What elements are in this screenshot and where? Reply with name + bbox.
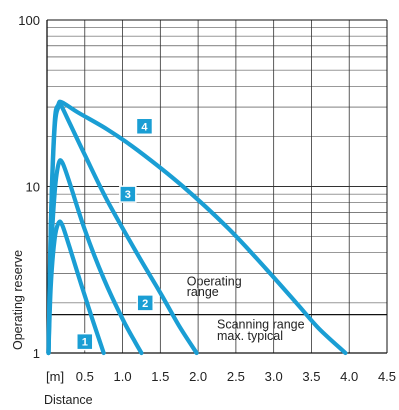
chart-series bbox=[46, 99, 348, 356]
y-tick-label: 1 bbox=[33, 346, 40, 361]
series-badge-number: 3 bbox=[125, 189, 131, 201]
y-tick-label: 100 bbox=[18, 13, 40, 28]
x-axis-title: Distance bbox=[44, 393, 93, 407]
series-badge-box bbox=[135, 117, 154, 136]
series-badge-box bbox=[136, 294, 154, 312]
series-badge-box bbox=[119, 185, 137, 203]
series-line-4 bbox=[46, 99, 348, 356]
chart-grid bbox=[47, 20, 388, 353]
x-tick-label: 3.5 bbox=[302, 369, 320, 384]
x-tick-label: 4.0 bbox=[340, 369, 358, 384]
x-tick-label: 3.0 bbox=[265, 369, 283, 384]
x-tick-label: 1.5 bbox=[151, 369, 169, 384]
x-tick-label: 0.5 bbox=[76, 369, 94, 384]
annotation-text: max. typical bbox=[217, 329, 283, 343]
series-badge-number: 2 bbox=[142, 298, 148, 310]
annotation-text: Scanning range bbox=[217, 318, 305, 332]
series-badge-2: 2 bbox=[136, 294, 154, 312]
x-tick-label: 4.5 bbox=[378, 369, 396, 384]
series-badge-3: 3 bbox=[119, 185, 137, 203]
series-badge-number: 4 bbox=[141, 121, 148, 133]
series-badge-number: 1 bbox=[82, 337, 88, 349]
series-badge-1: 1 bbox=[76, 332, 94, 351]
annotation-text: Operating bbox=[187, 274, 242, 288]
series-badge-box bbox=[76, 332, 94, 351]
x-tick-label: 1.0 bbox=[114, 369, 132, 384]
series-badges: 1 2 3 4 bbox=[76, 117, 154, 351]
x-unit-label: [m] bbox=[46, 369, 64, 384]
chart-axes: 0.5 1.0 1.5 2.0 2.5 3.0 3.5 4.0 4.5 1 10 100 bbox=[18, 13, 396, 384]
y-tick-label: 10 bbox=[26, 180, 40, 195]
axis-labels: Operating reserve Distance [m] bbox=[11, 250, 93, 407]
x-tick-label: 2.5 bbox=[227, 369, 245, 384]
annotation-text: range bbox=[187, 285, 219, 299]
x-tick-label: 2.0 bbox=[189, 369, 207, 384]
series-badge-4: 4 bbox=[135, 117, 154, 136]
y-axis-title: Operating reserve bbox=[11, 250, 25, 350]
